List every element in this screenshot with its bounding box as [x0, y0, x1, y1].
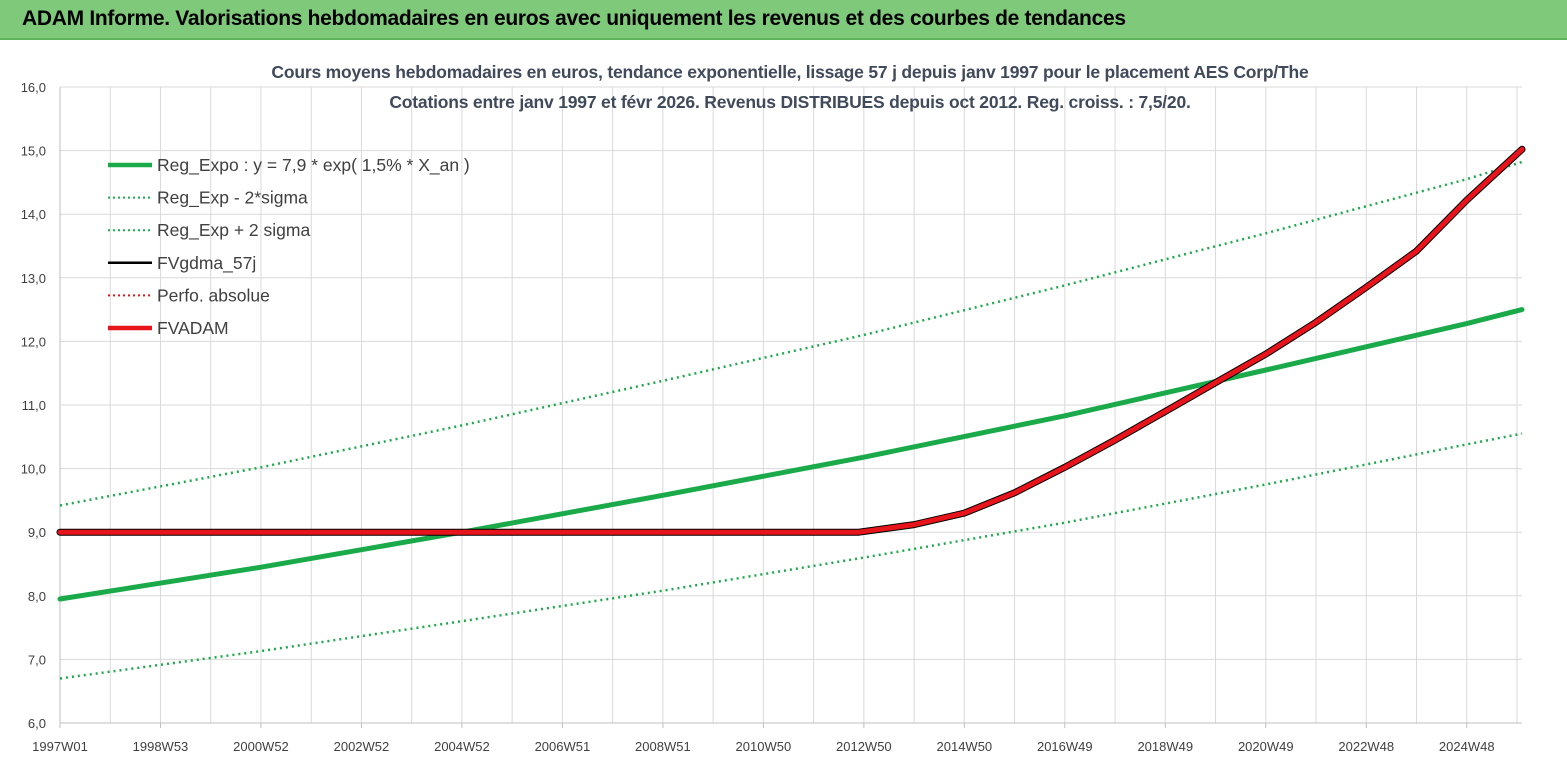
x-tick-label: 2018W49: [1137, 739, 1193, 754]
x-tick-label: 1997W01: [32, 739, 88, 754]
legend-label: Perfo. absolue: [157, 285, 270, 305]
series-line-1: [57, 307, 1525, 602]
chart-title-line-1: Cours moyens hebdomadaires en euros, ten…: [271, 62, 1309, 82]
x-tick-label: 2024W48: [1439, 739, 1495, 754]
tick-labels: 6,0 7,0 8,0 9,0 10,0 11,0 12,0 13,0 14,0 15,0 16,0…: [21, 80, 1495, 754]
x-tick-label: 2020W49: [1238, 739, 1294, 754]
series-line-3: [59, 160, 1523, 507]
x-tick-label: 2016W49: [1037, 739, 1093, 754]
y-tick-label: 9,0: [28, 525, 46, 540]
y-tick-label: 13,0: [21, 271, 46, 286]
legend-label: Reg_Expo : y = 7,9 * exp( 1,5% * X_an ): [157, 155, 470, 176]
y-tick-label: 14,0: [21, 207, 46, 222]
y-tick-label: 6,0: [28, 716, 46, 731]
y-tick-label: 16,0: [21, 80, 46, 95]
series-line-6: [57, 146, 1525, 535]
y-tick-label: 15,0: [21, 144, 46, 159]
y-tick-label: 10,0: [21, 462, 46, 477]
axes: [59, 87, 1522, 728]
x-tick-label: 2022W48: [1338, 739, 1394, 754]
legend: Reg_Expo : y = 7,9 * exp( 1,5% * X_an ) R…: [108, 155, 470, 338]
x-tick-label: 2008W51: [635, 739, 691, 754]
x-tick-label: 2012W50: [836, 739, 892, 754]
x-tick-label: 2002W52: [334, 739, 390, 754]
grid-lines: [59, 86, 1522, 724]
page-title: ADAM Informe. Valorisations hebdomadaire…: [22, 7, 1126, 30]
series-layer: [56, 145, 1526, 680]
x-tick-label: 2006W51: [535, 739, 591, 754]
y-tick-label: 8,0: [28, 589, 46, 604]
y-tick-label: 11,0: [22, 398, 46, 413]
chart-area: 6,0 7,0 8,0 9,0 10,0 11,0 12,0 13,0 14,0 15,0 16,0…: [0, 42, 1567, 783]
y-tick-label: 7,0: [28, 652, 46, 667]
legend-label: FVgdma_57j: [157, 253, 256, 274]
x-tick-label: 1998W53: [133, 739, 189, 754]
header-banner: ADAM Informe. Valorisations hebdomadaire…: [0, 0, 1567, 40]
legend-label: FVADAM: [157, 318, 229, 338]
x-tick-label: 2014W50: [937, 739, 993, 754]
chart-title-line-2: Cotations entre janv 1997 et févr 2026. …: [389, 92, 1191, 112]
x-tick-label: 2000W52: [233, 739, 289, 754]
line-chart: 6,0 7,0 8,0 9,0 10,0 11,0 12,0 13,0 14,0 15,0 16,0…: [21, 80, 1526, 754]
legend-label: Reg_Exp + 2 sigma: [157, 220, 310, 241]
x-tick-label: 2010W50: [736, 739, 792, 754]
series-line-2: [59, 432, 1523, 680]
x-tick-label: 2004W52: [434, 739, 490, 754]
y-tick-label: 12,0: [21, 334, 46, 349]
legend-label: Reg_Exp - 2*sigma: [157, 188, 308, 209]
